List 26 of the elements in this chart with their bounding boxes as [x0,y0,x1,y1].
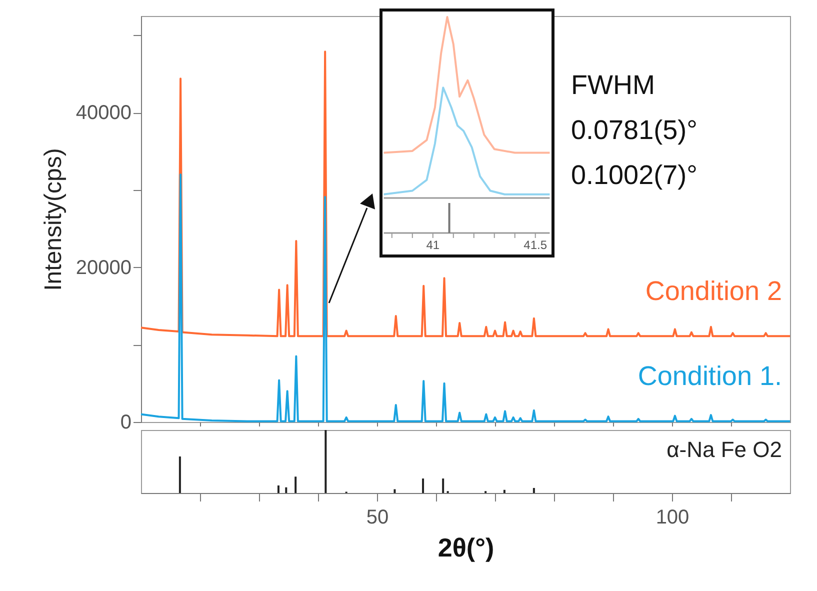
bar [442,478,444,493]
bar [422,478,424,493]
line-series [140,50,791,338]
annotation: 0.0781(5)° [571,115,698,145]
text: α-Na Fe O2 [666,437,782,462]
bar [324,430,327,493]
bar [394,489,396,493]
y-tick-label: 40000 [76,102,132,124]
series-label: Condition 1. [638,361,782,392]
x-tick-label: 50 [366,506,389,528]
bar [285,487,288,493]
bar [503,490,506,493]
annotation: 0.1002(7)° [571,160,698,190]
bar [294,476,297,493]
bar [532,488,535,493]
y-tick-label: 0 [120,412,132,434]
annotation: FWHM [571,70,655,100]
x-tick-label: 41 [426,238,440,252]
x-axis-title: 2θ(°) [438,532,494,562]
bar [178,456,181,493]
bar [277,485,280,493]
series-label: Condition 2 [645,276,782,306]
y-tick-label: 20000 [76,256,132,279]
y-axis-title: Intensity(cps) [40,148,67,291]
x-tick-label: 41.5 [524,238,548,252]
x-tick-label: 100 [656,506,690,528]
